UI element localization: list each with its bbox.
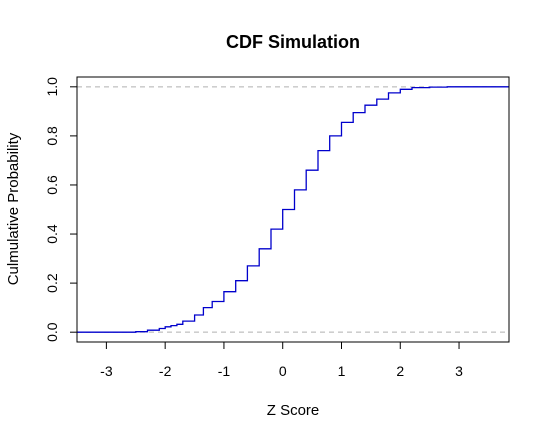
x-tick-label: -2 (159, 363, 172, 379)
x-tick-label: 0 (279, 363, 287, 379)
y-tick-label: 0.8 (44, 126, 60, 146)
y-axis: 0.0 0.2 0.4 0.6 0.8 1.0 (44, 77, 78, 342)
y-tick-label: 0.4 (44, 224, 60, 244)
y-tick-label: 1.0 (44, 77, 60, 97)
y-tick-label: 0.2 (44, 273, 60, 293)
x-tick-label: 1 (338, 363, 346, 379)
y-tick-label: 0.0 (44, 322, 60, 342)
y-tick-label: 0.6 (44, 175, 60, 195)
x-tick-label: 3 (455, 363, 463, 379)
series-layer (77, 86, 509, 333)
x-tick-label: -1 (218, 363, 231, 379)
x-tick-label: 2 (396, 363, 404, 379)
x-axis-label: Z Score (267, 402, 320, 419)
x-axis: -3 -2 -1 0 1 2 3 (100, 341, 463, 379)
x-tick-label: -3 (100, 363, 113, 379)
y-axis-label: Culmulative Probability (5, 132, 22, 285)
cdf-series-line (77, 86, 509, 333)
chart-title: CDF Simulation (226, 32, 360, 52)
